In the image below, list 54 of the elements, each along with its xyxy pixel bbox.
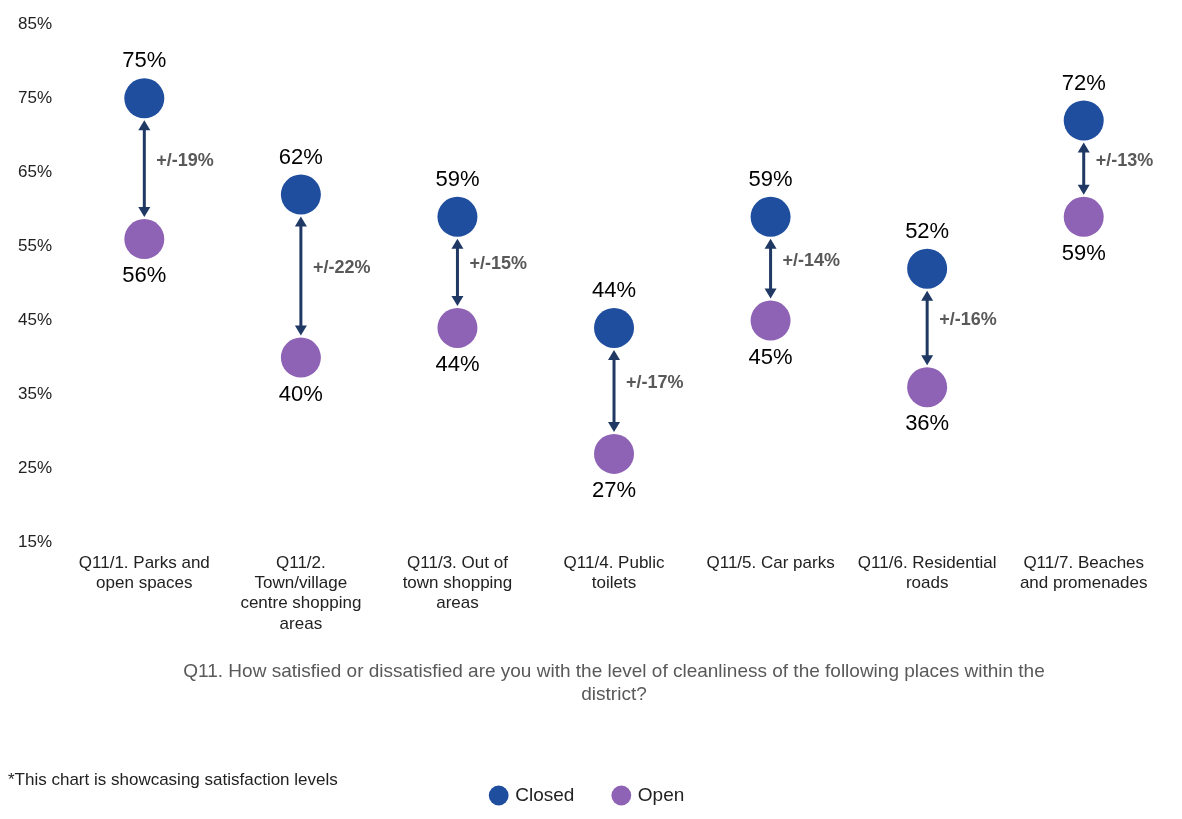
point [124, 219, 165, 260]
point [280, 337, 321, 378]
point [280, 174, 321, 215]
annotation: +/-13% [1095, 149, 1154, 170]
annotation: +/-14% [782, 249, 841, 270]
data-label: 75% [122, 47, 167, 73]
y-tick-label: 15% [17, 532, 53, 552]
y-tick-label: 75% [17, 87, 53, 107]
x-axis-title: Q11. How satisfied or dissatisfied are you with the level of cleanliness of the following places within the district? [183, 660, 1045, 704]
data-label: 59% [1061, 239, 1106, 265]
x-tick-label: Q11/4. Public toilets [563, 552, 665, 593]
point [1063, 100, 1104, 141]
data-label: 27% [591, 476, 637, 502]
y-tick-label: 85% [17, 13, 53, 33]
y-tick-label: 65% [17, 162, 53, 182]
point [750, 300, 791, 341]
text: *This chart is showcasing satisfaction levels [8, 769, 338, 789]
annotation: +/-17% [626, 371, 684, 392]
point [907, 248, 948, 289]
legend-label: Closed [515, 783, 575, 805]
annotation: +/-15% [469, 253, 527, 274]
point [124, 78, 165, 119]
x-tick-label: Q11/5. Car parks [706, 552, 835, 572]
point [1063, 196, 1104, 237]
y-tick-label: 55% [17, 236, 53, 256]
y-tick-label: 45% [17, 310, 53, 330]
point [750, 196, 791, 237]
data-label: 44% [591, 277, 637, 303]
point [437, 307, 478, 348]
x-tick-label: Q11/2. Town/village centre shopping areas [240, 552, 362, 633]
x-tick-label: Q11/7. Beaches and promenades [1019, 552, 1148, 593]
x-tick-label: Q11/6. Residential roads [857, 552, 997, 593]
data-label: 52% [905, 217, 950, 243]
point [907, 367, 948, 408]
point [594, 307, 635, 348]
annotation: +/-16% [939, 308, 997, 329]
data-label: 36% [905, 410, 950, 436]
x-tick-label: Q11/3. Out of town shopping areas [402, 552, 513, 613]
y-tick-label: 25% [17, 458, 53, 478]
data-label: 56% [122, 262, 167, 288]
data-label: 45% [748, 343, 793, 369]
x-tick-label: Q11/1. Parks and open spaces [78, 552, 210, 593]
point [437, 196, 478, 237]
point [594, 433, 635, 474]
data-label: 62% [278, 143, 323, 169]
annotation: +/-22% [312, 257, 371, 278]
data-label: 59% [748, 165, 793, 191]
y-tick-label: 35% [17, 384, 53, 404]
data-label: 59% [435, 165, 480, 191]
data-label: 72% [1061, 69, 1106, 95]
legend-label: Open [637, 783, 685, 805]
annotation: +/-19% [156, 149, 214, 170]
data-label: 44% [435, 351, 480, 377]
data-label: 40% [278, 380, 323, 406]
